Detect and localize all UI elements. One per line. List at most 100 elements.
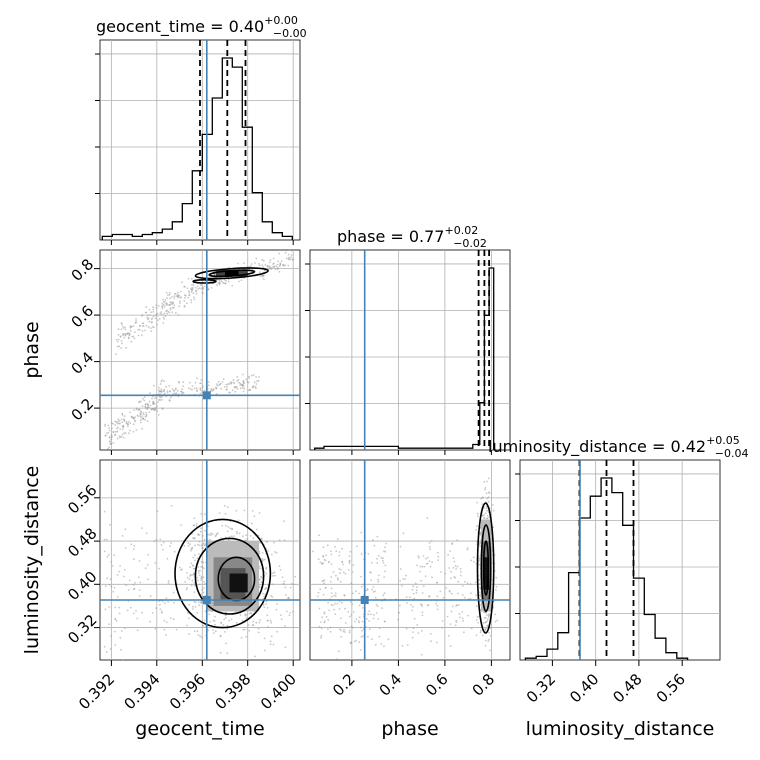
sample-point <box>241 386 244 389</box>
sample-point <box>263 278 265 280</box>
sample-point <box>104 434 107 437</box>
sample-point <box>116 437 119 440</box>
sample-point <box>342 563 344 566</box>
sample-point <box>258 512 261 514</box>
x-tick-label: 0.8 <box>469 670 499 700</box>
sample-point <box>208 533 211 536</box>
sample-point <box>209 620 211 623</box>
sample-point <box>214 623 216 626</box>
sample-point <box>361 620 364 623</box>
sample-point <box>263 637 266 640</box>
sample-point <box>366 589 369 591</box>
sample-point <box>163 628 166 631</box>
sample-point <box>161 399 163 401</box>
sample-point <box>121 421 124 423</box>
sample-point <box>153 384 155 387</box>
sample-point <box>202 591 205 594</box>
sample-point <box>132 335 135 338</box>
sample-point <box>269 619 272 622</box>
sample-point <box>486 509 488 512</box>
sample-point <box>447 554 449 556</box>
sample-point <box>197 570 200 572</box>
sample-point <box>142 413 145 416</box>
sample-point <box>482 621 485 624</box>
sample-point <box>284 625 286 627</box>
sample-point <box>376 535 379 538</box>
sample-point <box>161 396 163 398</box>
sample-point <box>230 618 233 621</box>
sample-point <box>489 635 492 637</box>
sample-point <box>162 541 165 544</box>
sample-point <box>199 569 201 572</box>
sample-point <box>270 268 273 270</box>
sample-point <box>173 392 176 395</box>
sample-point <box>189 574 192 576</box>
sample-point <box>282 583 285 585</box>
sample-point <box>151 317 154 320</box>
sample-point <box>207 381 210 383</box>
sample-point <box>260 575 262 578</box>
sample-point <box>186 287 189 290</box>
sample-point <box>285 610 288 613</box>
sample-point <box>382 562 385 564</box>
sample-point <box>339 572 341 575</box>
sample-point <box>489 626 492 629</box>
sample-point <box>197 285 199 288</box>
sample-point <box>196 377 198 380</box>
sample-point <box>405 627 408 630</box>
sample-point <box>154 628 157 630</box>
sample-point <box>470 592 472 594</box>
sample-point <box>383 620 386 623</box>
sample-point <box>223 618 226 621</box>
sample-point <box>359 649 362 651</box>
sample-point <box>179 300 182 303</box>
sample-point <box>152 402 154 405</box>
sample-point <box>207 288 210 291</box>
sample-point <box>139 419 142 422</box>
sample-point <box>255 621 258 624</box>
sample-point <box>120 328 123 331</box>
truth-marker <box>202 391 211 400</box>
sample-point <box>290 254 293 256</box>
sample-point <box>417 555 420 557</box>
sample-point <box>118 612 121 615</box>
sample-point <box>448 590 451 593</box>
sample-point <box>169 397 172 399</box>
sample-point <box>145 411 147 414</box>
sample-point <box>410 603 412 606</box>
sample-point <box>252 385 255 388</box>
sample-point <box>96 611 98 613</box>
sample-point <box>194 605 197 608</box>
sample-point <box>272 263 274 265</box>
sample-point <box>273 266 276 268</box>
sample-point <box>279 569 282 571</box>
sample-point <box>146 314 149 317</box>
sample-point <box>191 388 193 391</box>
sample-point <box>381 559 384 562</box>
sample-point <box>329 630 332 633</box>
sample-point <box>147 326 150 329</box>
sample-point <box>258 263 260 265</box>
sample-point <box>280 260 283 263</box>
sample-point <box>463 596 466 599</box>
sample-point <box>340 568 342 571</box>
sample-point <box>212 619 215 622</box>
sample-point <box>272 257 275 260</box>
sample-point <box>108 446 111 449</box>
sample-point <box>349 601 352 603</box>
sample-point <box>451 543 454 545</box>
sample-point <box>405 596 408 598</box>
x-tick-label: 0.394 <box>121 670 164 713</box>
sample-point <box>229 520 232 523</box>
sample-point <box>161 408 164 410</box>
sample-point <box>167 601 170 603</box>
sample-point <box>130 415 133 418</box>
sample-point <box>439 571 442 573</box>
sample-point <box>243 262 245 265</box>
sample-point <box>378 635 381 638</box>
y-tick-label: 0.40 <box>64 568 100 604</box>
sample-point <box>196 611 199 614</box>
sample-point <box>482 634 484 637</box>
sample-point <box>312 550 314 553</box>
sample-point <box>352 564 355 566</box>
